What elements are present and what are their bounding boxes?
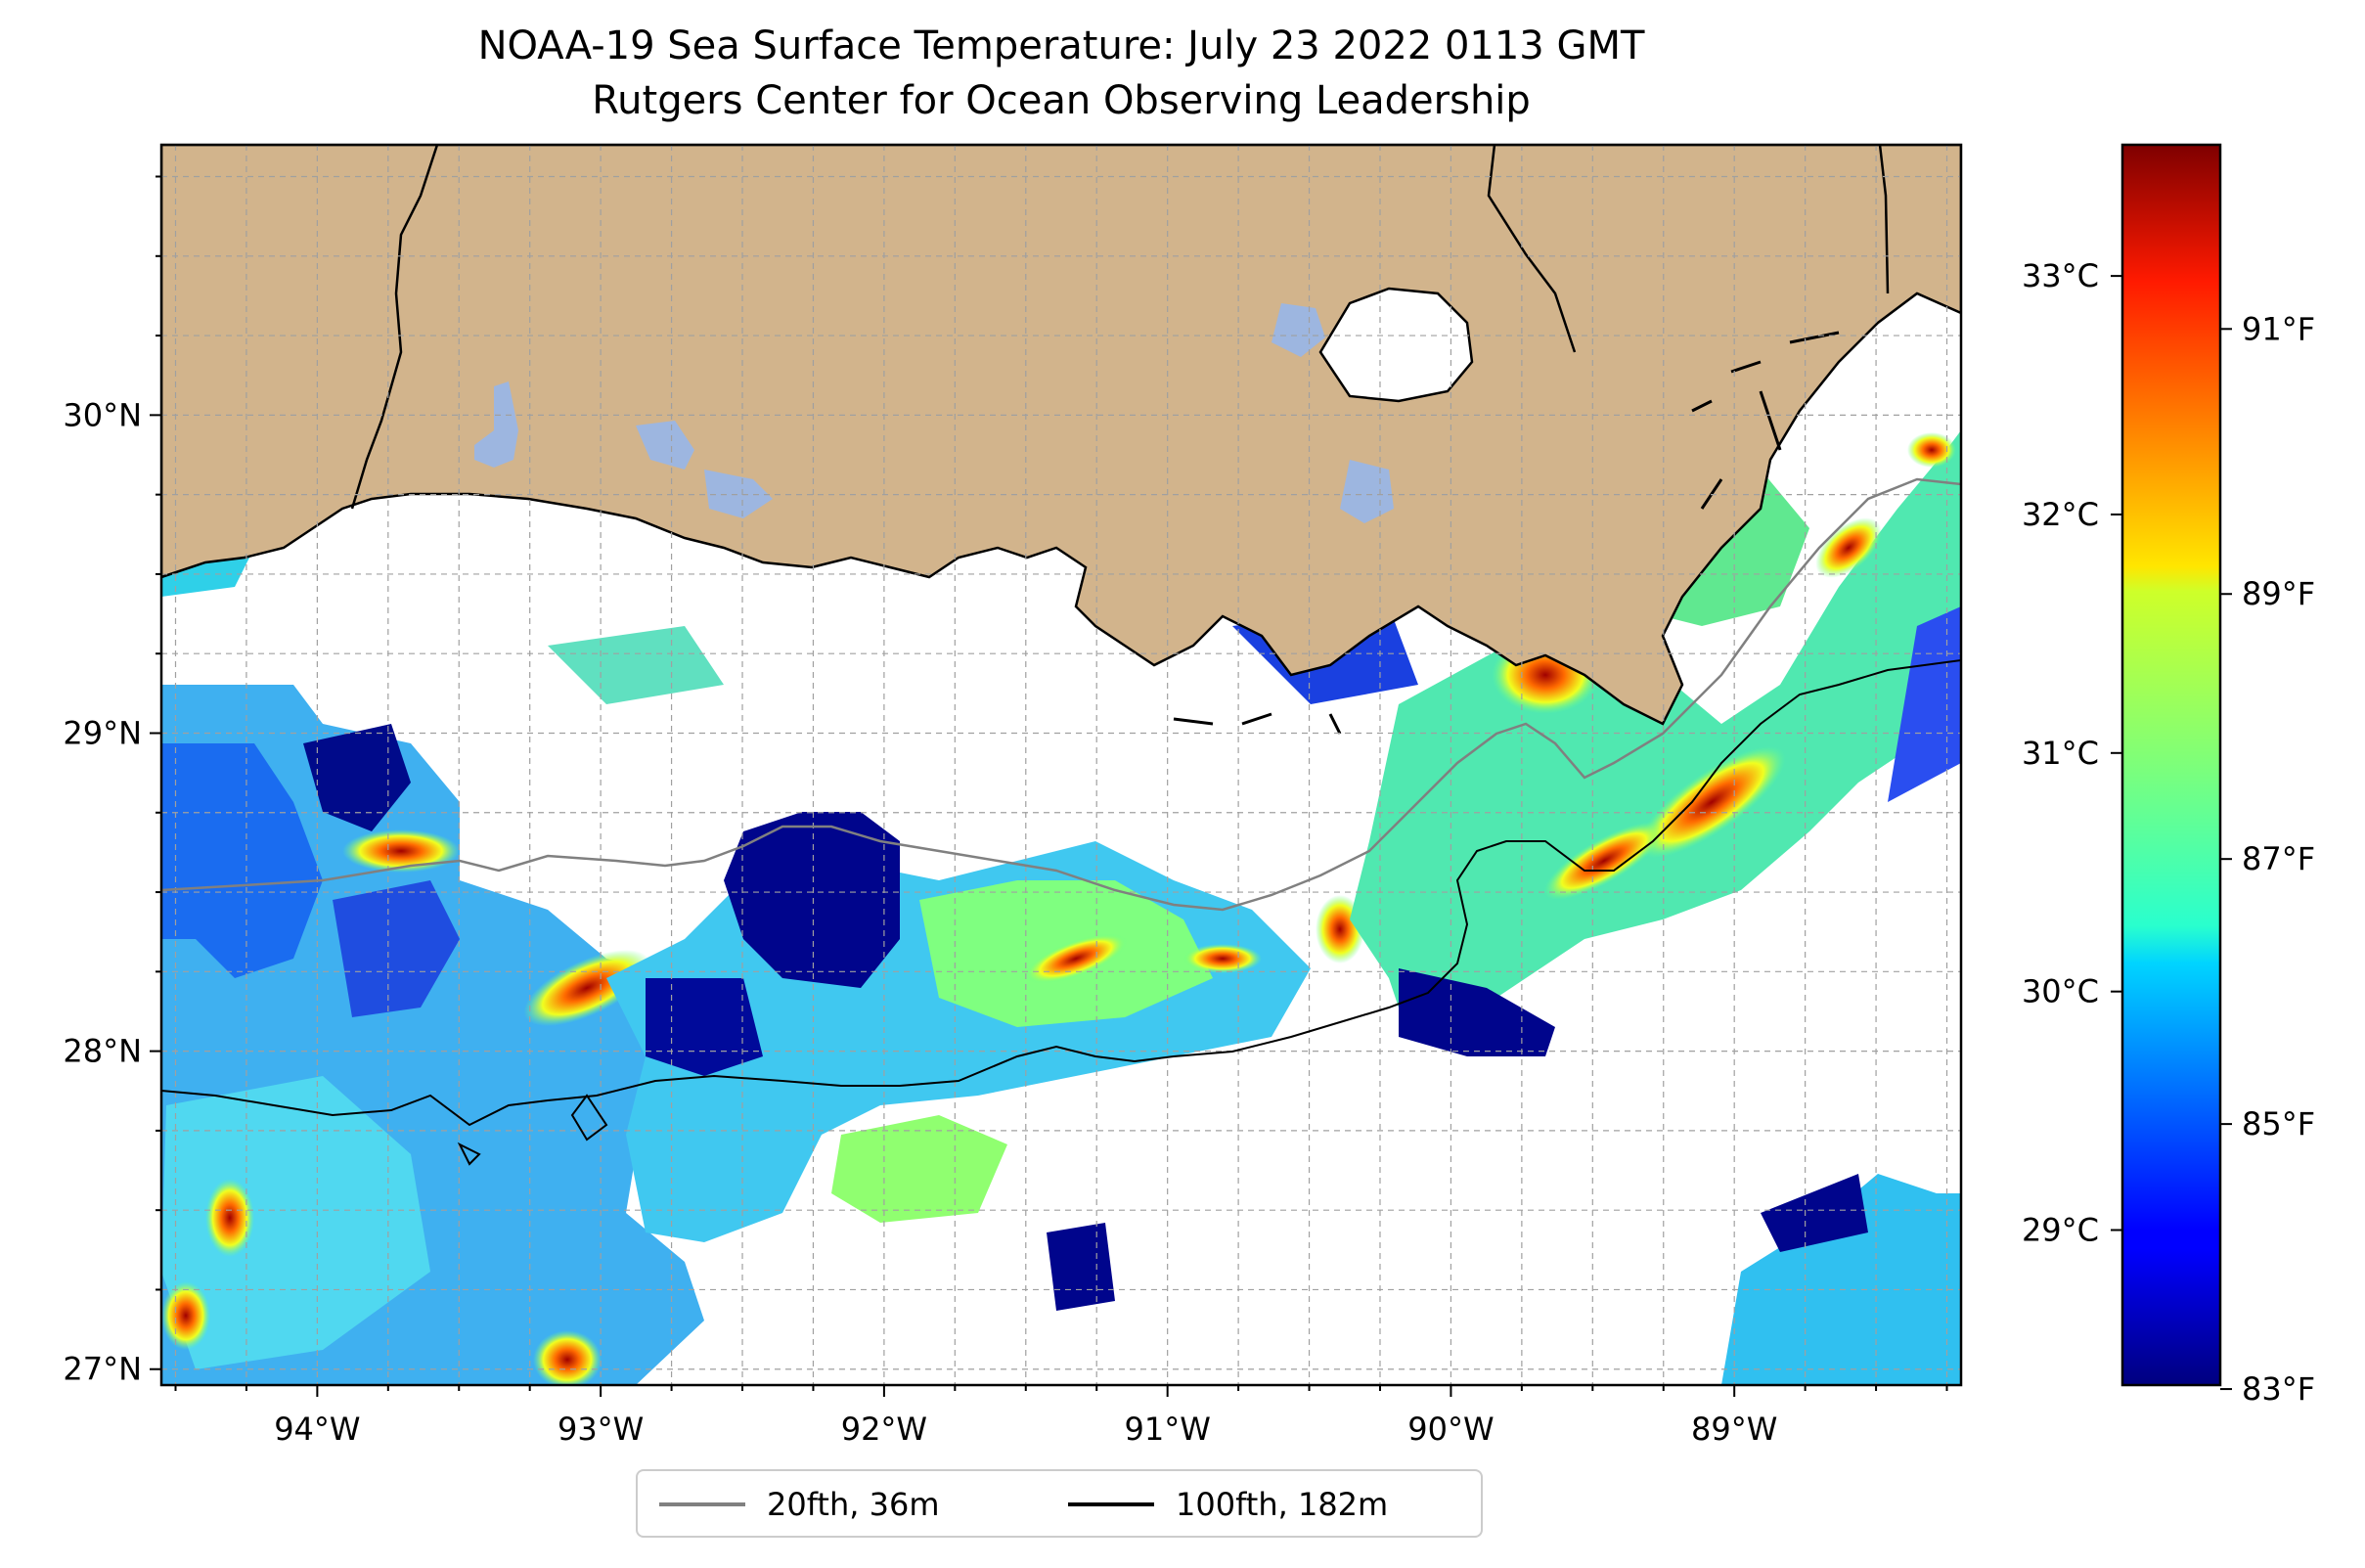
- colorbar-fahrenheit-label: 91°F: [2242, 310, 2315, 347]
- legend-swatch-100fth: [1068, 1502, 1154, 1506]
- chart-title-line-1: NOAA-19 Sea Surface Temperature: July 23…: [477, 23, 1645, 68]
- sst-warm-spot: [1637, 745, 1786, 859]
- x-tick-label: 93°W: [558, 1411, 644, 1448]
- colorbar-celsius-label: 33°C: [2022, 257, 2099, 294]
- colorbar-fahrenheit-label: 87°F: [2242, 840, 2315, 877]
- legend-label-100fth: 100fth, 182m: [1176, 1486, 1389, 1523]
- x-tick-label: 91°W: [1124, 1411, 1210, 1448]
- legend-entry-100fth: 100fth, 182m: [1068, 1485, 1388, 1524]
- sst-patch-navy-south: [1047, 1223, 1115, 1311]
- land-mass: [161, 145, 1961, 726]
- map-panel: [161, 145, 1961, 1385]
- sst-patch-west-deep: [161, 743, 323, 978]
- legend-swatch-20fth: [659, 1502, 745, 1506]
- sst-patch-west-cyan: [161, 1076, 430, 1369]
- colorbar-celsius-label: 30°C: [2022, 973, 2099, 1010]
- isobath-100fth-inlet: [457, 1094, 608, 1166]
- x-tick-label: 94°W: [274, 1411, 360, 1448]
- x-tick-label: 89°W: [1691, 1411, 1777, 1448]
- colorbar-celsius-axis: 29°C 30°C 31°C 32°C 33°C: [2022, 257, 2122, 1249]
- sst-warm-spot: [205, 1179, 254, 1257]
- gridlines: [161, 145, 1961, 1385]
- barrier-island: [1691, 331, 1840, 510]
- sst-patch-central-green-2: [831, 1115, 1007, 1223]
- y-axis: 30°N 29°N 28°N 27°N: [63, 175, 161, 1388]
- sst-warm-spot: [533, 1330, 602, 1385]
- sst-warm-spot: [1183, 944, 1262, 973]
- colorbar-celsius-label: 29°C: [2022, 1212, 2099, 1249]
- sst-patch-west-deep-2: [333, 880, 460, 1017]
- state-border: [1878, 145, 1890, 294]
- y-tick-label: 29°N: [63, 714, 142, 751]
- sst-patch-central-navy: [724, 812, 900, 988]
- sst-patch-east: [1350, 430, 1961, 1037]
- sst-patch-east-navy-2: [1761, 1174, 1868, 1252]
- y-tick-label: 28°N: [63, 1033, 142, 1070]
- lake: [1340, 460, 1394, 523]
- sst-patch-nearshore-2: [548, 626, 724, 704]
- lake-pontchartrain: [1318, 287, 1474, 403]
- sst-data-layer: [161, 430, 1961, 1385]
- sst-warm-spot: [161, 1281, 210, 1350]
- legend: 20fth, 36m 100fth, 182m: [636, 1469, 1483, 1538]
- sst-warm-spot: [523, 950, 650, 1026]
- x-tick-label: 92°W: [841, 1411, 927, 1448]
- sst-patch-east-navy: [1399, 968, 1555, 1056]
- x-axis: 94°W 93°W 92°W 91°W 90°W 89°W: [174, 1385, 1948, 1448]
- y-tick-label: 27°N: [63, 1351, 142, 1388]
- colorbar-gradient: [2120, 143, 2222, 1387]
- colorbar-fahrenheit-axis: 83°F 85°F 87°F 89°F 91°F: [2220, 310, 2315, 1408]
- map-frame: [159, 143, 1963, 1387]
- colorbar-fahrenheit-label: 85°F: [2242, 1105, 2315, 1142]
- colorbar: 29°C 30°C 31°C 32°C 33°C 83°F 85°F 87°F 89°F 91°…: [2022, 143, 2315, 1408]
- sst-warm-spot: [1543, 822, 1665, 900]
- legend-label-20fth: 20fth, 36m: [767, 1486, 940, 1523]
- sst-patch-west-navy: [303, 724, 411, 831]
- sst-warm-spot: [1024, 933, 1128, 984]
- chart-title-line-2: Rutgers Center for Ocean Observing Leade…: [592, 78, 1531, 123]
- lake: [636, 421, 694, 470]
- sst-patch-central-navy-2: [646, 978, 763, 1076]
- state-border: [350, 145, 439, 510]
- legend-entry-20fth: 20fth, 36m: [659, 1485, 939, 1524]
- state-border: [1487, 145, 1577, 353]
- colorbar-fahrenheit-label: 89°F: [2242, 575, 2315, 612]
- sst-patch-east-blue: [1888, 606, 1961, 802]
- sst-warm-spot: [1907, 432, 1956, 468]
- colorbar-celsius-label: 31°C: [2022, 735, 2099, 772]
- isobath-20fth: [161, 477, 1961, 912]
- lake: [1272, 303, 1325, 357]
- sst-warm-spot: [1815, 517, 1882, 578]
- y-tick-label: 30°N: [63, 396, 142, 433]
- lake: [704, 470, 773, 518]
- lake: [474, 381, 518, 468]
- barrier-island: [1173, 712, 1342, 735]
- sst-patch-east-cyan: [1721, 1174, 1961, 1385]
- x-tick-label: 90°W: [1407, 1411, 1494, 1448]
- sst-warm-spot: [342, 829, 460, 873]
- isobath-100fth: [161, 659, 1961, 1127]
- colorbar-celsius-label: 32°C: [2022, 496, 2099, 533]
- colorbar-fahrenheit-label: 83°F: [2242, 1370, 2315, 1408]
